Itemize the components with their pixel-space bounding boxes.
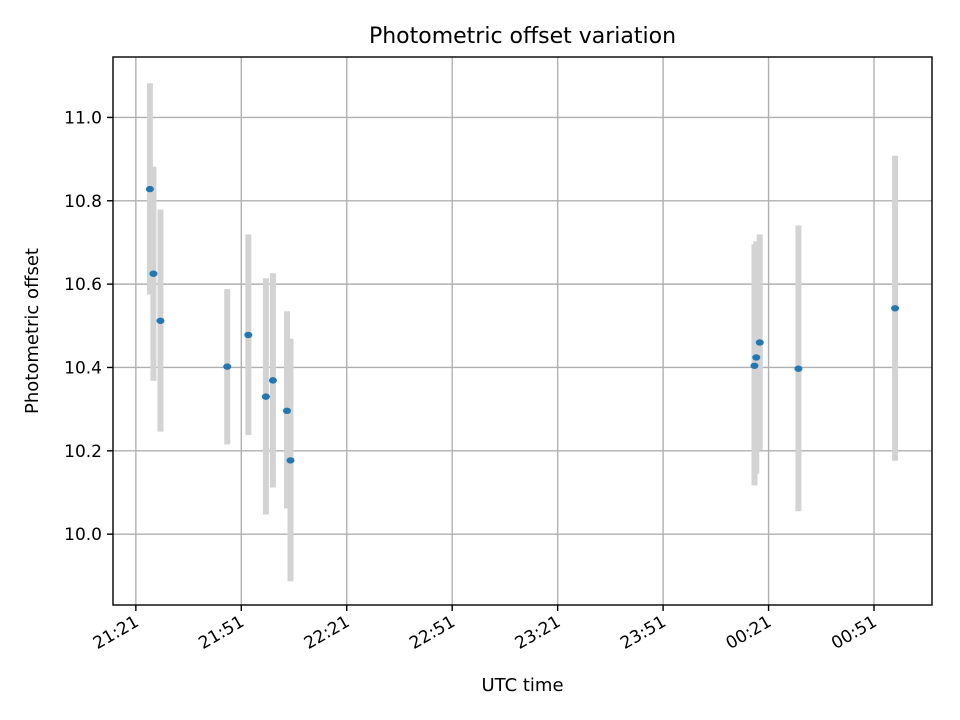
data-point <box>261 393 270 400</box>
x-tick-label: 00:51 <box>828 612 880 654</box>
x-tick-label: 22:21 <box>301 612 353 654</box>
y-axis-ticks: 10.0 10.2 10.4 10.6 10.8 11.0 <box>64 108 113 545</box>
data-point <box>794 365 803 372</box>
error-bars <box>146 83 899 582</box>
y-tick-label: 11.0 <box>64 108 102 128</box>
data-point <box>752 354 761 361</box>
data-point <box>891 305 900 312</box>
x-tick-label: 23:51 <box>617 612 669 654</box>
data-point <box>286 457 295 464</box>
data-point <box>268 377 277 384</box>
x-axis-ticks: 21:21 21:51 22:21 22:51 23:21 23:51 00:21 00:51 <box>90 605 881 654</box>
x-tick-label: 00:21 <box>723 612 775 654</box>
x-tick-label: 21:21 <box>90 612 142 654</box>
data-point <box>282 407 291 415</box>
y-tick-label: 10.8 <box>64 192 102 212</box>
y-tick-label: 10.2 <box>64 442 102 462</box>
chart-title: Photometric offset variation <box>369 24 676 49</box>
x-tick-label: 21:51 <box>195 612 247 654</box>
data-point <box>149 270 158 277</box>
grid <box>113 57 932 605</box>
y-tick-label: 10.6 <box>64 275 102 295</box>
data-point <box>223 363 232 370</box>
plot-frame <box>112 56 933 606</box>
y-tick-label: 10.0 <box>64 525 102 545</box>
data-point <box>755 339 764 346</box>
x-tick-label: 22:51 <box>406 612 458 654</box>
y-tick-label: 10.4 <box>64 358 102 378</box>
data-point <box>750 362 759 369</box>
data-point <box>156 317 165 324</box>
y-axis-label: Photometric offset <box>22 248 43 414</box>
data-points <box>145 185 900 464</box>
data-point <box>145 185 154 193</box>
x-axis-label: UTC time <box>481 675 563 696</box>
x-tick-label: 23:21 <box>512 612 564 654</box>
data-point <box>244 331 253 339</box>
